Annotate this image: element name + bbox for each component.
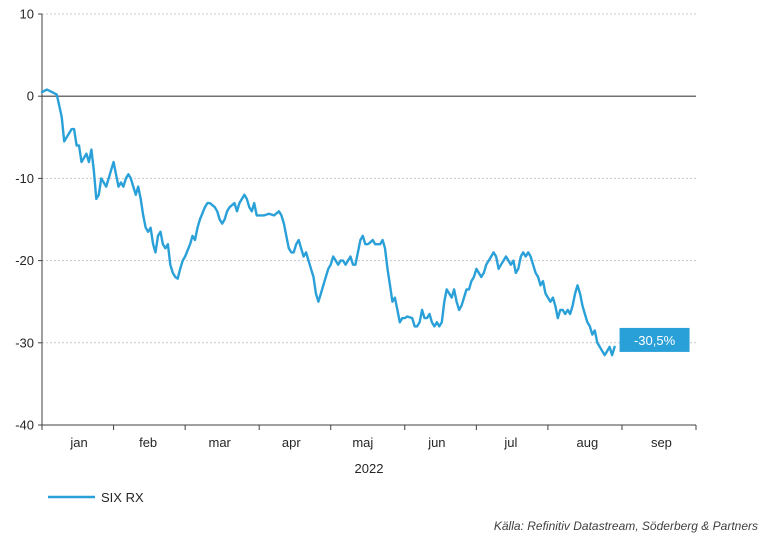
- y-tick-label: -20: [15, 253, 34, 268]
- x-month-label-maj: maj: [352, 435, 373, 450]
- source-note: Källa: Refinitiv Datastream, Söderberg &…: [494, 519, 758, 533]
- x-year-label: 2022: [355, 461, 384, 476]
- x-month-label-feb: feb: [139, 435, 157, 450]
- x-month-label-sep: sep: [651, 435, 672, 450]
- x-month-label-apr: apr: [282, 435, 301, 450]
- end-value-badge: -30,5%: [619, 327, 690, 352]
- legend: SIX RX: [48, 490, 144, 505]
- y-tick-label: -40: [15, 418, 34, 433]
- x-month-label-jun: jun: [427, 435, 445, 450]
- end-value-badge-box: [619, 327, 690, 352]
- x-month-label-aug: aug: [577, 435, 599, 450]
- y-tick-labels: 10 0 -10 -20 -30 -40: [15, 7, 42, 433]
- y-tick-label: 10: [20, 7, 34, 22]
- x-tick-marks: [41, 425, 697, 430]
- series-group: [40, 88, 616, 357]
- y-tick-label: 0: [27, 89, 34, 104]
- x-month-label-jan: jan: [69, 435, 87, 450]
- y-tick-label: -30: [15, 335, 34, 350]
- axes: [41, 14, 696, 426]
- x-month-label-mar: mar: [208, 435, 231, 450]
- series-line-six-rx: [40, 88, 616, 357]
- legend-label-six-rx: SIX RX: [101, 490, 144, 505]
- end-value-label: -30,5%: [634, 333, 676, 348]
- x-month-labels: jan feb mar apr maj jun jul aug sep: [69, 435, 672, 450]
- x-month-label-jul: jul: [503, 435, 517, 450]
- y-tick-label: -10: [15, 171, 34, 186]
- gridlines: [42, 13, 696, 344]
